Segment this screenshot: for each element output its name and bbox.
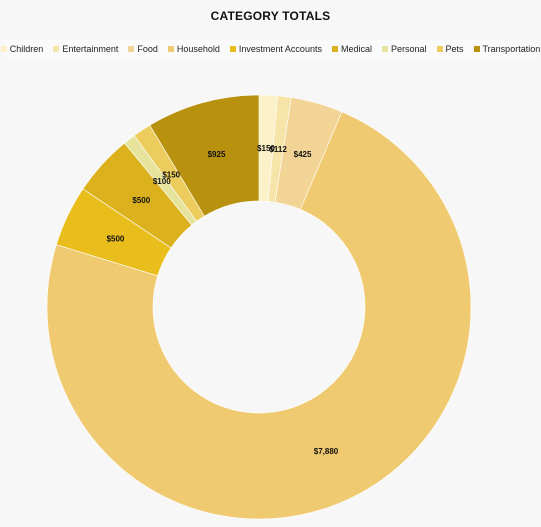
- legend-item-household: Household: [167, 44, 220, 54]
- data-label-food: $425: [294, 150, 312, 159]
- data-label-entertainment: $112: [269, 145, 287, 154]
- legend-swatch: [128, 46, 135, 52]
- legend-label: Transportation: [482, 44, 541, 54]
- legend-swatch: [473, 46, 480, 52]
- legend-label: Entertainment: [62, 44, 119, 54]
- legend-item-transportation: Transportation: [473, 44, 541, 54]
- slice-household: [46, 111, 472, 520]
- legend-label: Food: [137, 44, 158, 54]
- legend-item-entertainment: Entertainment: [53, 44, 118, 54]
- legend-item-children: Children: [0, 44, 44, 54]
- legend-label: Medical: [340, 44, 372, 54]
- legend-swatch: [167, 46, 174, 52]
- data-label-children: $150: [257, 144, 275, 153]
- legend-label: Investment Accounts: [238, 44, 322, 54]
- data-label-transportation: $925: [208, 150, 226, 159]
- data-label-household: $7,880: [314, 447, 339, 456]
- legend-item-pets: Pets: [436, 44, 464, 54]
- legend-label: Personal: [390, 44, 427, 54]
- data-label-personal: $100: [153, 177, 171, 186]
- legend-label: Pets: [445, 44, 464, 54]
- legend-swatch: [0, 46, 7, 52]
- data-label-investment-accounts: $500: [107, 235, 125, 244]
- legend-swatch: [381, 46, 388, 52]
- legend-item-investment-accounts: Investment Accounts: [229, 44, 322, 54]
- legend-swatch: [436, 46, 443, 52]
- legend-label: Household: [176, 44, 220, 54]
- data-label-pets: $150: [162, 170, 180, 179]
- legend-swatch: [229, 46, 236, 52]
- legend-swatch: [331, 46, 338, 52]
- legend-item-personal: Personal: [381, 44, 427, 54]
- slice-transportation: [149, 94, 260, 217]
- legend-item-medical: Medical: [331, 44, 372, 54]
- legend-item-food: Food: [128, 44, 158, 54]
- chart-title: CATEGORY TOTALS: [210, 9, 331, 23]
- legend-label: Children: [9, 44, 44, 54]
- data-label-medical: $500: [132, 196, 150, 205]
- chart-legend: Children Entertainment Food Household Invest…: [0, 40, 540, 58]
- legend-swatch: [53, 46, 60, 52]
